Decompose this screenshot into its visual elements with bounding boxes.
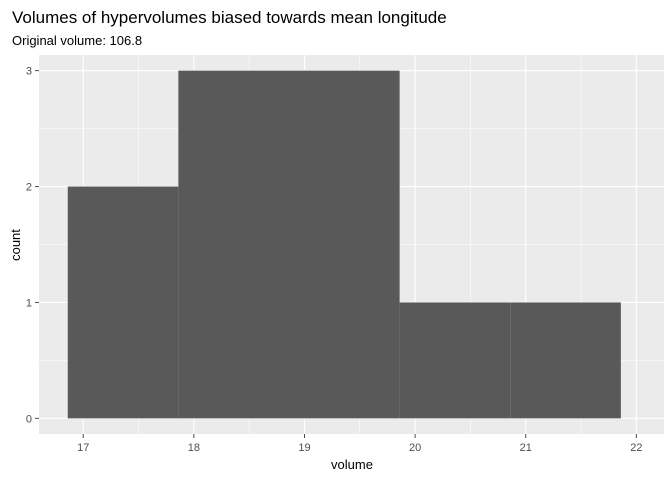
histogram-bar xyxy=(67,186,179,419)
chart-title: Volumes of hypervolumes biased towards m… xyxy=(12,8,447,27)
y-axis-label: count xyxy=(8,229,23,261)
y-tick-label: 1 xyxy=(26,297,32,309)
histogram-bars xyxy=(67,70,621,419)
y-axis: 0 1 2 3 xyxy=(26,66,39,425)
x-axis-label: volume xyxy=(331,457,373,472)
chart-subtitle: Original volume: 106.8 xyxy=(12,33,142,48)
x-tick-label: 20 xyxy=(409,442,421,454)
y-tick-label: 2 xyxy=(26,182,32,194)
x-axis: 17 18 19 20 21 22 xyxy=(77,434,642,454)
histogram-bar xyxy=(289,70,400,419)
histogram-bar xyxy=(399,302,511,419)
y-tick-label: 0 xyxy=(26,413,32,425)
x-tick-label: 17 xyxy=(77,442,89,454)
x-tick-label: 22 xyxy=(630,442,642,454)
x-tick-label: 19 xyxy=(298,442,310,454)
histogram-bar xyxy=(510,302,621,419)
y-tick-label: 3 xyxy=(26,66,32,78)
x-tick-label: 18 xyxy=(188,442,200,454)
x-tick-label: 21 xyxy=(520,442,532,454)
histogram-bar xyxy=(178,70,289,419)
